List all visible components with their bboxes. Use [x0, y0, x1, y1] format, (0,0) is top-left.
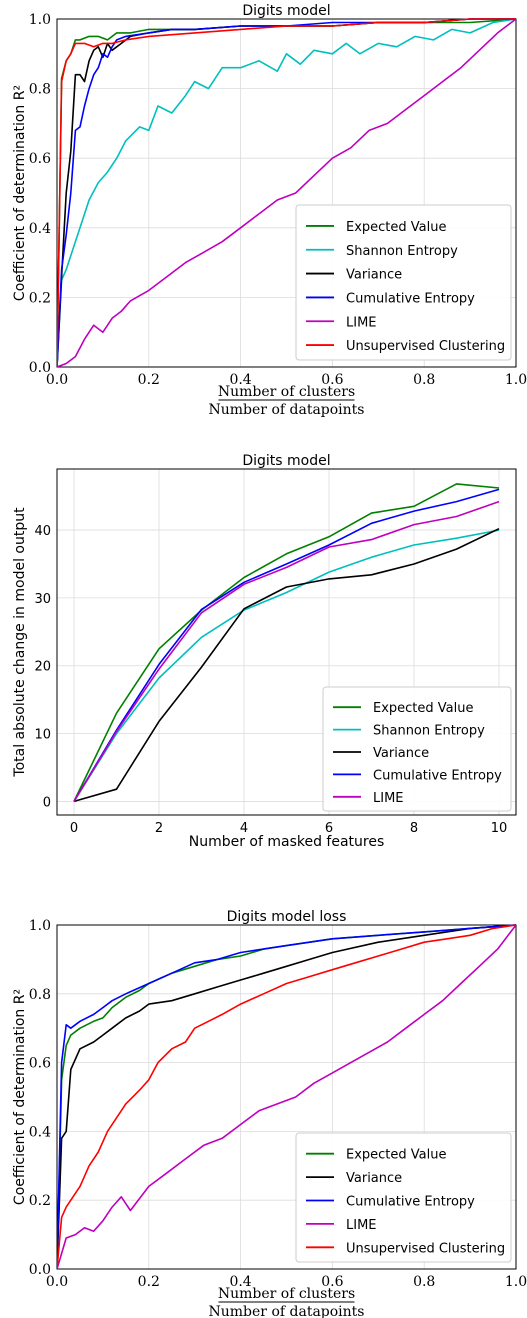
- legend-label: LIME: [346, 315, 377, 330]
- series-group: [73, 483, 500, 803]
- legend-label: Unsupervised Clustering: [346, 339, 505, 354]
- x-axis-label-numerator: Number of clusters: [218, 384, 355, 400]
- legend-label: Shannon Entropy: [346, 244, 458, 259]
- y-tick-label: 0.0: [29, 360, 51, 376]
- x-tick-label: 0.2: [138, 372, 160, 388]
- x-tick-label: 0.4: [229, 1274, 251, 1290]
- y-tick-label: 0.2: [29, 290, 51, 306]
- y-tick-label: 0.8: [29, 82, 51, 98]
- plot-frame: [56, 924, 517, 1270]
- series-line-lime: [57, 18, 516, 367]
- legend-box: [295, 204, 512, 361]
- y-tick-label: 0.6: [29, 1056, 51, 1072]
- x-axis-label-numerator: Number of clusters: [218, 1286, 355, 1302]
- y-tick-label: 1.0: [29, 12, 51, 28]
- y-tick-label: 0.0: [29, 1262, 51, 1278]
- y-tick-label: 0.8: [29, 987, 51, 1003]
- x-axis-label-denominator: Number of datapoints: [209, 1304, 365, 1318]
- legend-label: LIME: [346, 1218, 377, 1233]
- chart-title: Digits model loss: [227, 909, 347, 925]
- x-tick-label: 0.8: [413, 372, 435, 388]
- legend-box: [322, 686, 512, 812]
- x-tick-label: 0.4: [229, 372, 251, 388]
- legend-label: Variance: [346, 1171, 402, 1186]
- chart-title: Digits model: [242, 3, 330, 19]
- y-tick-label: 30: [34, 592, 51, 607]
- series-line-lime: [57, 924, 516, 1269]
- chart-3: 0.0 0.2 0.4 0.6 0.8 1.0 0.0 0.2 0.4 0.6 0.8 1.0 Digi…: [12, 909, 527, 1318]
- x-tick-label: 0.2: [138, 1274, 160, 1290]
- y-tick-label: 40: [34, 524, 51, 539]
- x-tick-label: 0.6: [321, 372, 343, 388]
- x-tick-label: 2: [155, 821, 163, 836]
- y-axis-label: Total absolute change in model output: [12, 507, 28, 778]
- y-tick-label: 0.6: [29, 151, 51, 167]
- legend-label: Cumulative Entropy: [373, 768, 502, 783]
- legend-label: Cumulative Entropy: [346, 1195, 475, 1210]
- series-line-shannon-entropy: [57, 18, 516, 367]
- legend-label: Variance: [346, 268, 402, 283]
- series-line-cumulative-entropy: [57, 18, 516, 367]
- y-axis-label: Coefficient of determination R²: [12, 989, 28, 1205]
- legend-label: Expected Value: [346, 1148, 446, 1163]
- series-group: [57, 18, 516, 367]
- y-tick-label: 10: [34, 728, 51, 743]
- plot-frame: [56, 18, 517, 368]
- x-tick-label: 8: [410, 821, 418, 836]
- x-tick-label: 6: [325, 821, 333, 836]
- series-line-lime: [73, 500, 500, 802]
- legend: Expected Value Shannon Entropy Variance Cum…: [295, 204, 512, 361]
- x-tick-label: 0.0: [46, 372, 68, 388]
- series-line-cumulative-entropy: [73, 488, 500, 802]
- y-tick-label: 0.2: [29, 1193, 51, 1209]
- series-line-cumulative-entropy: [57, 924, 516, 1269]
- legend-label: Variance: [373, 746, 429, 761]
- y-tick-label: 0.4: [29, 1124, 51, 1140]
- plot-frame: [56, 468, 517, 816]
- y-tick-label: 1.0: [29, 918, 51, 934]
- x-axis-label: Number of masked features: [189, 834, 385, 850]
- series-group: [57, 924, 516, 1269]
- x-tick-label: 4: [240, 821, 248, 836]
- x-tick-label: 0: [70, 821, 78, 836]
- y-tick-label: 20: [34, 660, 51, 675]
- x-tick-label: 1.0: [505, 1274, 527, 1290]
- legend-label: Cumulative Entropy: [346, 291, 475, 306]
- x-tick-label: 0.8: [413, 1274, 435, 1290]
- legend-label: Unsupervised Clustering: [346, 1241, 505, 1256]
- y-tick-label: 0: [43, 795, 51, 810]
- chart-1: 0.0 0.2 0.4 0.6 0.8 1.0 0.0 0.2 0.4 0.6 0.8 1.0 Digi…: [12, 3, 527, 418]
- series-line-unsupervised-clustering: [57, 924, 516, 1269]
- series-line-variance: [73, 527, 500, 803]
- legend-box: [295, 1132, 512, 1263]
- series-line-shannon-entropy: [73, 529, 500, 802]
- legend: Expected Value Variance Cumulative Entropy…: [295, 1132, 512, 1263]
- x-tick-label: 0.0: [46, 1274, 68, 1290]
- series-line-unsupervised-clustering: [57, 18, 516, 367]
- y-axis-label: Coefficient of determination R²: [12, 85, 28, 301]
- legend-label: LIME: [373, 791, 404, 806]
- series-line-variance: [57, 924, 516, 1269]
- chart-title: Digits model: [242, 453, 330, 469]
- legend-label: Shannon Entropy: [373, 724, 485, 739]
- x-axis-label-denominator: Number of datapoints: [209, 402, 365, 418]
- chart-2: 0 2 4 6 8 10 0 10 20 30 40 Digits model Total absolu…: [12, 453, 517, 850]
- x-tick-label: 10: [491, 821, 508, 836]
- x-tick-label: 0.6: [321, 1274, 343, 1290]
- legend-label: Expected Value: [346, 220, 446, 235]
- y-tick-label: 0.4: [29, 221, 51, 237]
- legend-label: Expected Value: [373, 701, 473, 716]
- x-tick-label: 1.0: [505, 372, 527, 388]
- series-line-expected-value: [73, 483, 500, 802]
- legend: Expected Value Shannon Entropy Variance Cum…: [322, 686, 512, 812]
